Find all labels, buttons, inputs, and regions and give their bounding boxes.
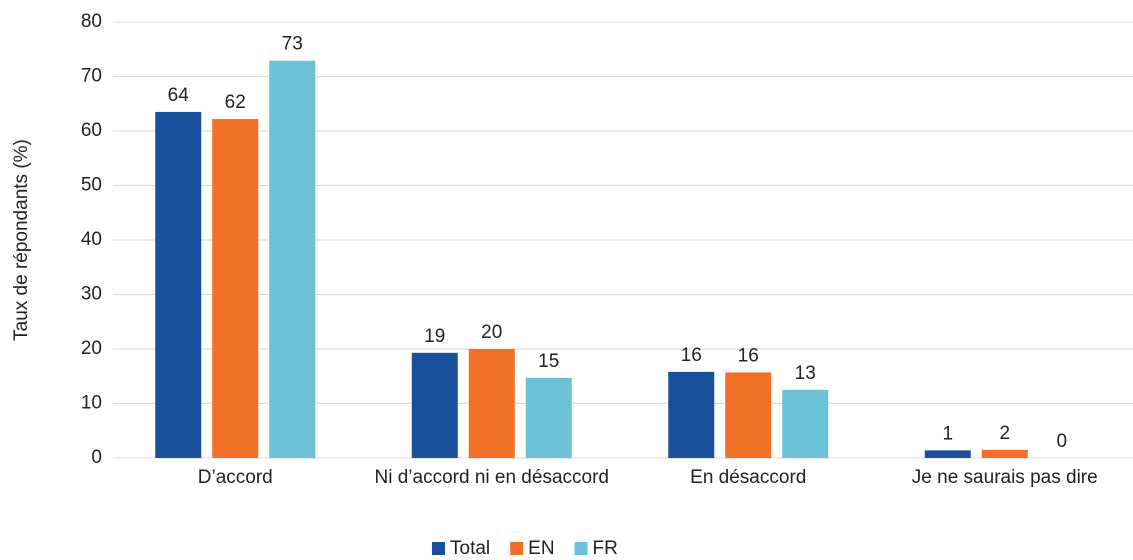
- bar: [212, 119, 259, 458]
- bar: [668, 371, 715, 458]
- x-tick-label: Ni d’accord ni en désaccord: [375, 467, 609, 488]
- y-tick-label: 0: [91, 447, 102, 468]
- bar: [525, 377, 572, 458]
- y-tick-label: 10: [81, 393, 102, 414]
- value-label: 62: [225, 92, 246, 113]
- y-tick-label: 50: [81, 175, 102, 196]
- value-label: 16: [681, 345, 702, 366]
- y-tick-label: 80: [81, 11, 102, 32]
- x-tick-label: Je ne saurais pas dire: [912, 467, 1098, 488]
- value-label: 19: [424, 326, 445, 347]
- y-tick-label: 30: [81, 284, 102, 305]
- bar: [782, 389, 829, 458]
- bar: [269, 60, 316, 458]
- y-tick-label: 70: [81, 66, 102, 87]
- legend-label: Total: [450, 538, 490, 559]
- value-label: 15: [538, 351, 559, 372]
- y-tick-label: 20: [81, 338, 102, 359]
- legend-swatch: [574, 542, 588, 555]
- y-tick-label: 40: [81, 229, 102, 250]
- bar: [725, 372, 772, 458]
- value-label: 16: [738, 345, 759, 366]
- value-label: 0: [1056, 431, 1067, 452]
- value-label: 20: [481, 322, 502, 343]
- x-tick-label: En désaccord: [690, 467, 806, 488]
- bar: [411, 352, 458, 458]
- value-label: 1: [942, 423, 953, 444]
- y-axis-label: Taux de répondants (%): [11, 139, 32, 341]
- bar: [924, 450, 971, 458]
- legend-label: FR: [593, 538, 618, 559]
- value-label: 2: [999, 423, 1010, 444]
- legend-swatch: [432, 542, 445, 555]
- bar: [155, 111, 202, 459]
- legend-label: EN: [528, 538, 554, 559]
- bar: [981, 449, 1028, 458]
- bar: [468, 349, 515, 458]
- value-label: 13: [795, 363, 816, 384]
- value-label: 64: [168, 85, 190, 106]
- value-label: 73: [282, 34, 303, 55]
- legend-swatch: [510, 542, 524, 555]
- x-tick-label: D’accord: [198, 467, 273, 488]
- y-tick-label: 60: [81, 120, 102, 141]
